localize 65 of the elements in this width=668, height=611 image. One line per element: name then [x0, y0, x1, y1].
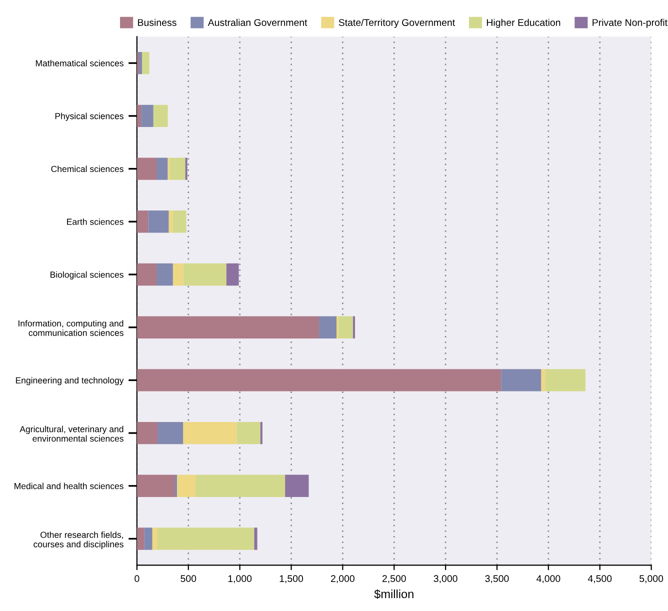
bar — [226, 263, 239, 286]
bar — [153, 104, 168, 128]
bar — [156, 158, 168, 180]
y-tick-label: Mathematical sciences — [36, 60, 124, 66]
bar — [172, 263, 184, 286]
y-tick-label: Engineering and technology — [16, 377, 124, 386]
legend-label: Australian Government — [208, 18, 308, 26]
x-tick-label: 5,000 — [640, 575, 664, 584]
bar — [136, 104, 142, 128]
legend-label: Business — [138, 18, 176, 26]
bar — [148, 210, 169, 233]
bar — [168, 210, 173, 233]
bar — [236, 422, 260, 444]
y-tick-label: Physical sciences — [55, 112, 124, 121]
legend-label: Higher Education — [486, 18, 560, 28]
bar — [541, 369, 546, 392]
bar — [170, 158, 186, 180]
x-tick-label: 4,500 — [588, 575, 612, 584]
bar — [319, 316, 337, 338]
bar — [136, 422, 158, 444]
bar — [172, 210, 186, 233]
bar — [338, 316, 353, 338]
bar — [158, 422, 184, 444]
bar — [177, 474, 196, 497]
legend-label: Private Non-profit — [592, 18, 668, 28]
bar — [183, 422, 237, 444]
x-tick-label: 500 — [180, 575, 196, 582]
bar — [136, 474, 176, 497]
x-axis-title: $million — [374, 589, 414, 599]
y-tick-label: Biological sciences — [50, 271, 124, 280]
bar — [138, 52, 142, 74]
x-tick-label: 2,000 — [331, 575, 354, 584]
bar — [196, 474, 286, 497]
bar — [158, 528, 254, 550]
legend-label: State/Territory Government — [338, 18, 455, 28]
bar — [352, 316, 356, 338]
x-tick-label: 0 — [134, 575, 140, 582]
x-tick-label: 2,500 — [382, 575, 406, 584]
x-tick-label: 1,000 — [228, 575, 252, 584]
bar — [545, 369, 586, 392]
x-tick-label: 3,000 — [434, 575, 458, 584]
bar — [136, 263, 156, 286]
bar — [152, 528, 158, 550]
bar — [136, 158, 156, 180]
bar — [136, 210, 148, 233]
y-tick-label: Chemical sciences — [51, 166, 124, 172]
bar — [285, 474, 309, 497]
y-tick-label: Other research fields, courses and disciplines — [34, 532, 124, 550]
y-tick-label: Medical and health sciences — [14, 482, 124, 490]
y-tick-label: Agricultural, veterinary and environmental sciences — [20, 426, 124, 442]
bar — [144, 528, 152, 550]
bar — [136, 316, 320, 338]
bar — [142, 52, 150, 74]
bar — [501, 369, 542, 392]
x-tick-label: 4,000 — [536, 575, 560, 584]
bar — [136, 369, 502, 392]
bar — [183, 263, 226, 286]
bar — [136, 528, 144, 550]
x-tick-label: 1,500 — [280, 575, 304, 584]
bar — [254, 528, 258, 550]
y-tick-label: Earth sciences — [67, 218, 124, 225]
bar — [141, 104, 154, 128]
x-tick-label: 3,500 — [485, 575, 509, 584]
bar — [156, 263, 173, 286]
y-tick-label: Information, computing and communication sciences — [18, 320, 124, 336]
